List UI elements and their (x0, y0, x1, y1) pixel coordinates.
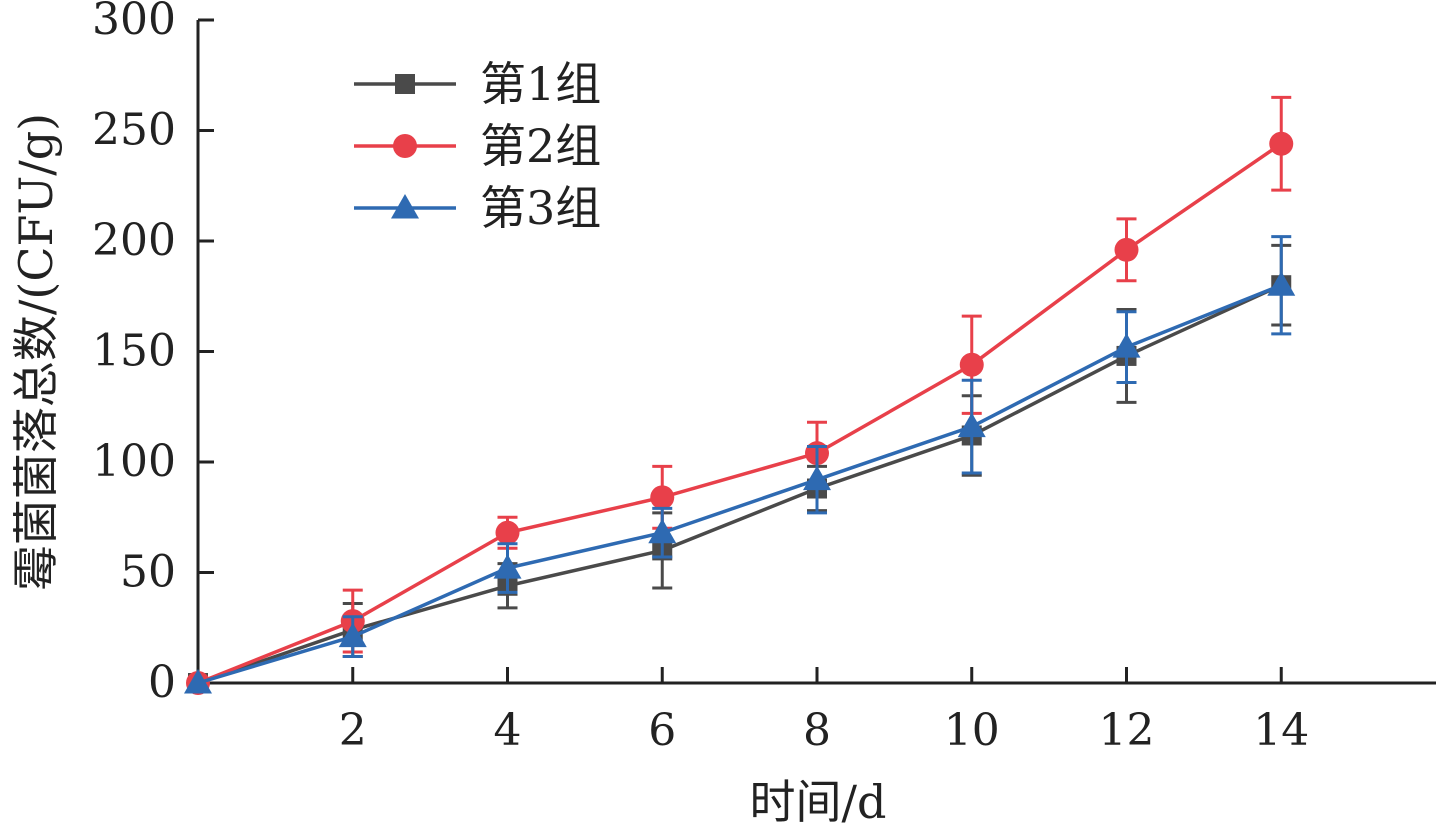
legend-item: 第2组 (354, 119, 601, 173)
legend-label: 第1组 (480, 57, 601, 111)
legend-item: 第1组 (354, 57, 601, 111)
data-point (493, 554, 522, 579)
y-tick-label: 50 (120, 547, 176, 598)
y-tick-label: 250 (92, 105, 176, 156)
axes: 0 50 100 150 200 250 300 2 4 6 8 10 12 14 (92, 0, 1436, 756)
data-point (957, 412, 986, 438)
data-point (650, 485, 675, 510)
legend-marker (393, 134, 417, 158)
data-point (495, 520, 520, 545)
series-line (197, 142, 1283, 685)
data-point (1112, 333, 1141, 358)
y-axis-title: 霉菌菌落总数/(CFU/g) (9, 113, 63, 591)
x-tick-label: 14 (1253, 705, 1309, 756)
legend-label: 第3组 (480, 181, 601, 235)
series-line (197, 283, 1282, 685)
y-tick-label: 150 (92, 326, 176, 377)
x-axis-title: 时间/d (750, 775, 887, 827)
data-point (959, 352, 984, 377)
y-tick-label: 100 (92, 436, 176, 487)
data-point (648, 518, 677, 544)
data-point (1114, 237, 1139, 262)
x-tick-label: 4 (494, 705, 522, 756)
series-line (197, 283, 1282, 685)
legend-marker (395, 74, 415, 94)
y-tick-label: 200 (92, 215, 176, 266)
x-tick-label: 10 (944, 705, 1000, 756)
legend-label: 第2组 (480, 119, 601, 173)
x-tick-label: 8 (803, 705, 831, 756)
data-point (1269, 131, 1294, 156)
x-tick-label: 6 (648, 705, 676, 756)
legend-item: 第3组 (354, 181, 601, 235)
data-point (1267, 271, 1296, 296)
data-point (803, 465, 831, 491)
y-tick-label: 300 (92, 0, 176, 45)
data-point (338, 622, 367, 648)
x-tick-label: 12 (1099, 705, 1155, 756)
data-point (184, 669, 212, 694)
x-tick-label: 2 (339, 705, 367, 756)
legend-marker (391, 194, 419, 219)
y-tick-label: 0 (148, 657, 176, 708)
series-3 (184, 235, 1296, 694)
series-layer (184, 95, 1296, 695)
